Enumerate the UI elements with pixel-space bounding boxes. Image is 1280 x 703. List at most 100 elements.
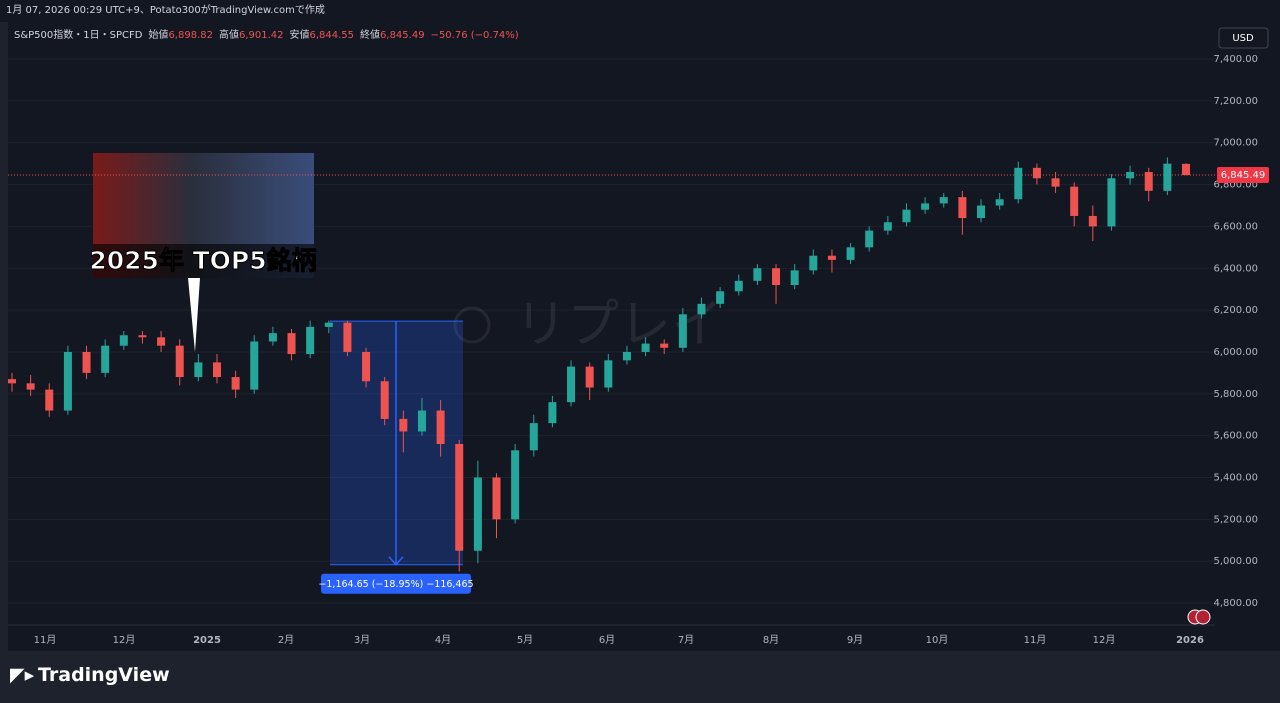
- y-tick-label: 6,400.00: [1213, 263, 1258, 274]
- flags: [1187, 609, 1211, 625]
- candle-body: [529, 423, 538, 451]
- x-tick-label: 2月: [278, 634, 294, 646]
- candle-body: [1144, 172, 1153, 191]
- candle-body: [585, 366, 594, 388]
- y-tick-label: 6,000.00: [1213, 347, 1258, 358]
- candle-body: [678, 314, 687, 348]
- candle-body: [26, 383, 35, 390]
- currency-button[interactable]: [1218, 27, 1269, 49]
- thumbnail: 2025年 TOP5銘柄: [89, 153, 317, 352]
- candle-body: [697, 303, 706, 315]
- candle-body: [846, 247, 855, 260]
- candle-body: [306, 326, 315, 355]
- candle-body: [883, 222, 892, 231]
- candle-body: [1163, 163, 1172, 191]
- legend-field-name: 終値: [360, 28, 380, 41]
- candle-body: [268, 333, 277, 342]
- candle-body: [827, 255, 836, 260]
- candle-body: [939, 197, 948, 204]
- candle-body: [157, 337, 166, 346]
- candle-body: [8, 379, 16, 384]
- candle-body: [455, 444, 464, 551]
- legend-change: −50.76 (−0.74%): [431, 30, 519, 41]
- x-tick-label: 11月: [1024, 634, 1047, 646]
- legend-field-name: 高値: [219, 28, 239, 41]
- candle-body: [231, 377, 240, 390]
- legend-field-name: 始値: [148, 28, 168, 41]
- candle-body: [362, 351, 371, 382]
- legend-field-value: 6,901.42: [239, 30, 284, 41]
- candle-body: [1107, 178, 1116, 227]
- candle-body: [417, 410, 426, 432]
- thumbnail-pointer: [188, 278, 200, 352]
- currency-label[interactable]: USD: [1232, 33, 1254, 44]
- candle-body: [1126, 172, 1135, 179]
- candle-body: [995, 199, 1004, 206]
- candle-body: [45, 389, 54, 411]
- candle-body: [772, 268, 781, 286]
- candle-body: [921, 203, 930, 210]
- candle-body: [119, 335, 128, 346]
- candle-body: [63, 351, 72, 411]
- x-tick-label: 12月: [1093, 634, 1116, 646]
- candle-body: [212, 362, 221, 378]
- x-tick-label: 3月: [354, 634, 370, 646]
- y-tick-label: 7,200.00: [1213, 96, 1258, 107]
- candle-body: [716, 291, 725, 304]
- candle-body: [977, 205, 986, 219]
- candle-body: [101, 345, 110, 373]
- flag-icon: [1195, 609, 1211, 625]
- thumbnail-caption: 2025年 TOP5銘柄: [89, 246, 316, 275]
- legend-symbol: S&P500指数・1日・SPCFD: [14, 28, 143, 41]
- y-tick-label: 6,600.00: [1213, 221, 1258, 232]
- price-axis: [1215, 22, 1280, 652]
- candle-body: [511, 450, 520, 520]
- last-price-label: 6,845.49: [1221, 170, 1266, 181]
- candle-body: [567, 366, 576, 403]
- logo-mark: ◤▸: [10, 664, 35, 686]
- x-tick-label: 6月: [599, 634, 615, 646]
- legend-field-value: 6,845.49: [380, 30, 425, 41]
- measure-label: −1,164.65 (−18.95%) −116,465: [318, 579, 473, 590]
- x-tick-label: 8月: [763, 634, 779, 646]
- candle-body: [399, 418, 408, 432]
- y-tick-label: 7,000.00: [1213, 138, 1258, 149]
- candle-body: [1014, 167, 1023, 200]
- candle-body: [958, 197, 967, 219]
- candle-body: [287, 333, 296, 355]
- candle-body: [1070, 186, 1079, 216]
- thumbnail-band: [93, 244, 314, 278]
- candle-body: [641, 343, 650, 352]
- candle-body: [436, 410, 445, 445]
- candle-body: [175, 345, 184, 378]
- candle-body: [1182, 163, 1190, 176]
- candle-body: [1032, 167, 1041, 179]
- watermark: リプレイ: [453, 295, 723, 355]
- candle-body: [809, 255, 818, 271]
- y-tick-label: 4,800.00: [1213, 598, 1258, 609]
- candle-body: [548, 402, 557, 424]
- y-tick-label: 6,200.00: [1213, 305, 1258, 316]
- candle-body: [865, 230, 874, 248]
- y-tick-label: 7,400.00: [1213, 54, 1258, 65]
- candle-body: [734, 280, 743, 292]
- candle-body: [1088, 215, 1097, 227]
- x-tick-label: 10月: [926, 634, 949, 646]
- candle-body: [660, 343, 669, 348]
- x-tick-label: 7月: [678, 634, 694, 646]
- x-tick-label: 9月: [847, 634, 863, 646]
- y-tick-label: 5,400.00: [1213, 472, 1258, 483]
- candle-body: [902, 209, 911, 223]
- candle-body: [753, 268, 762, 281]
- y-tick-label: 5,000.00: [1213, 556, 1258, 567]
- candle-body: [250, 341, 259, 390]
- candle-body: [324, 322, 333, 327]
- x-tick-label: 11月: [34, 634, 57, 646]
- chart: リプレイ S&P500指数・1日・SPCFD 始値6,898.82 高値6,901.…: [8, 22, 1280, 652]
- measure-label-box: [321, 573, 471, 594]
- legend: S&P500指数・1日・SPCFD 始値6,898.82 高値6,901.42 安値6…: [14, 28, 519, 41]
- plot-area: [8, 22, 1215, 652]
- candle-body: [604, 360, 613, 388]
- y-tick-label: 6,800.00: [1213, 180, 1258, 191]
